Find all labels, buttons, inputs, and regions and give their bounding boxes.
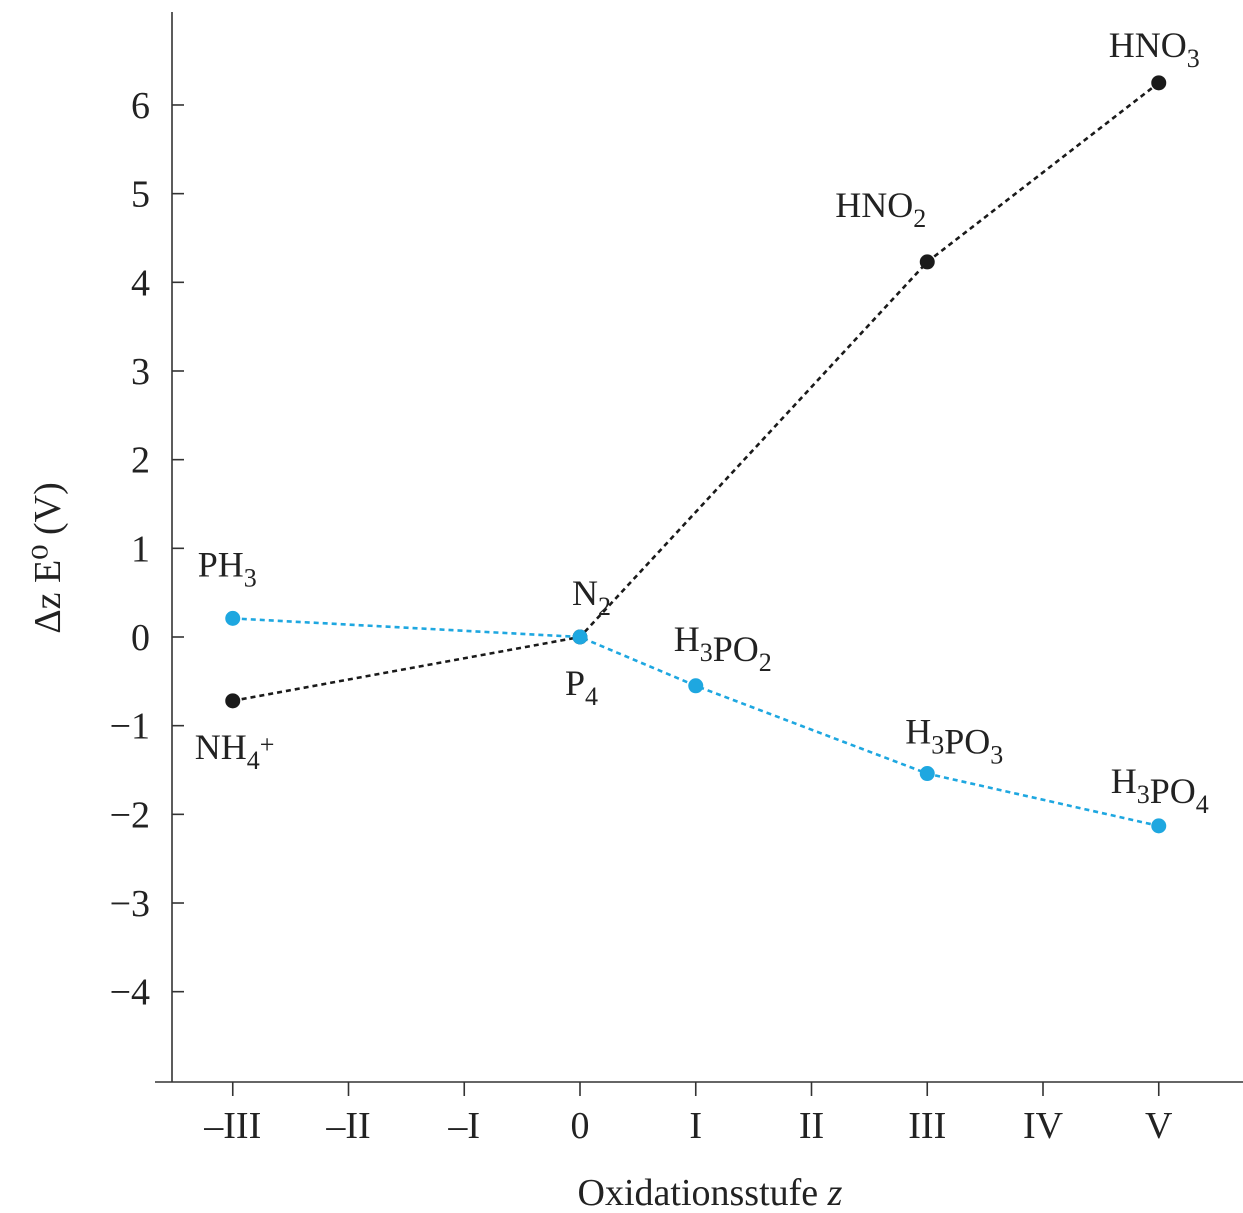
data-point [1151, 818, 1167, 834]
x-tick-label: III [908, 1105, 946, 1147]
x-tick-label: IV [1023, 1105, 1064, 1147]
y-tick-label: −3 [110, 883, 150, 925]
data-point [1151, 75, 1167, 91]
series-points [225, 75, 1167, 834]
point-label: PH3 [198, 544, 257, 592]
y-tick-label: −4 [110, 972, 150, 1014]
point-label: N2 [572, 573, 611, 621]
x-tick-label: V [1145, 1105, 1173, 1147]
data-point [572, 629, 588, 645]
y-tick-label: 2 [131, 440, 150, 482]
x-tick-label: I [689, 1105, 702, 1147]
subscript: 2 [759, 648, 772, 677]
point-labels: NH4+ N2 HNO2 HNO3 PH3 P4 H3PO2 H3PO3 H3PO4 [195, 25, 1209, 819]
x-tick-label: 0 [571, 1105, 590, 1147]
y-tick-label: 0 [131, 617, 150, 659]
point-label: P4 [565, 663, 598, 711]
point-label: NH4+ [195, 727, 275, 775]
data-point [919, 254, 935, 270]
point-label: H3PO4 [1111, 761, 1209, 819]
x-axis-title: Oxidationsstufe z [578, 1172, 843, 1213]
subscript: 4 [585, 682, 598, 711]
x-tick-label: II [799, 1105, 824, 1147]
data-point [225, 693, 241, 709]
subscript: 2 [913, 204, 926, 233]
x-tick-label: –II [325, 1105, 370, 1147]
y-tick-label: 6 [131, 85, 150, 127]
y-ticks: 6 5 4 3 2 1 0 −1 −2 −3 −4 [110, 85, 184, 1014]
subscript: 3 [1137, 780, 1150, 809]
y-tick-label: 3 [131, 351, 150, 393]
subscript: 3 [700, 638, 713, 667]
data-point [225, 610, 241, 626]
subscript: 3 [244, 563, 257, 592]
x-tick-label: –I [447, 1105, 480, 1147]
y-tick-label: 4 [131, 262, 150, 304]
x-axis-variable: z [827, 1172, 843, 1213]
subscript: 2 [598, 592, 611, 621]
data-point [919, 766, 935, 782]
x-tick-label: –III [203, 1105, 261, 1147]
subscript: 4 [1196, 790, 1209, 819]
y-tick-label: 1 [131, 528, 150, 570]
y-tick-label: −2 [110, 794, 150, 836]
data-point [688, 678, 704, 694]
subscript: 3 [1187, 44, 1200, 73]
point-label: HNO2 [835, 185, 926, 233]
point-label: HNO3 [1109, 25, 1200, 73]
point-label: H3PO2 [674, 619, 772, 677]
y-tick-label: 5 [131, 174, 150, 216]
x-axis-title-text: Oxidationsstufe [578, 1172, 828, 1213]
subscript: 3 [990, 741, 1003, 770]
point-label: H3PO3 [905, 712, 1003, 770]
series-lines [232, 81, 1160, 828]
subscript: 3 [931, 731, 944, 760]
y-tick-label: −1 [110, 706, 150, 748]
x-ticks: –III –II –I 0 I II III IV V [203, 1082, 1173, 1147]
series-line-0 [232, 81, 1160, 703]
superscript: + [260, 730, 275, 759]
y-axis-title: Δz E⁰ (V) [27, 482, 69, 634]
subscript: 4 [247, 746, 260, 775]
